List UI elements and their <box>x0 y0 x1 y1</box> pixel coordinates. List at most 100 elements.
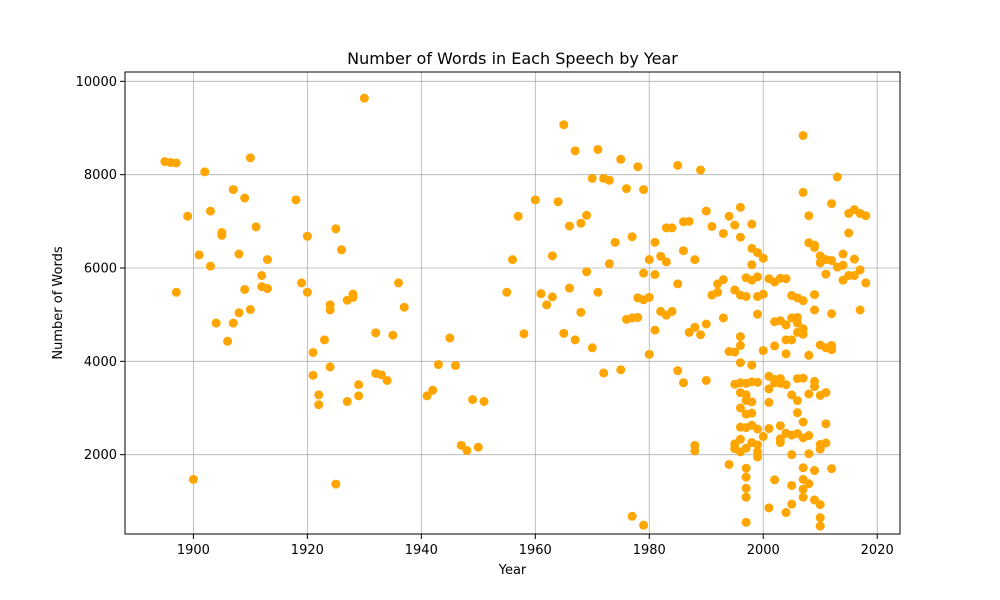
x-tick-label-3: 1960 <box>519 543 552 558</box>
data-points <box>160 93 871 531</box>
data-point <box>815 513 825 523</box>
data-point <box>690 322 700 332</box>
data-point <box>639 520 649 530</box>
data-point <box>644 255 654 265</box>
data-point <box>337 245 347 255</box>
x-tick-label-0: 1900 <box>177 543 210 558</box>
data-point <box>593 287 603 297</box>
data-point <box>513 211 523 221</box>
data-point <box>741 517 751 527</box>
data-point <box>211 318 221 328</box>
data-point <box>639 268 649 278</box>
data-point <box>240 193 250 203</box>
data-point <box>724 211 734 221</box>
data-point <box>587 173 597 183</box>
data-point <box>815 444 825 454</box>
data-point <box>627 511 637 521</box>
data-point <box>804 479 814 489</box>
data-point <box>781 508 791 518</box>
data-point <box>422 391 432 401</box>
data-point <box>388 330 398 340</box>
data-point <box>667 306 677 316</box>
data-point <box>753 424 763 434</box>
x-tick-label-5: 2000 <box>747 543 780 558</box>
data-point <box>382 375 392 385</box>
data-point <box>798 187 808 197</box>
data-point <box>376 370 386 380</box>
data-point <box>758 253 768 263</box>
data-point <box>798 130 808 140</box>
data-point <box>564 221 574 231</box>
data-point <box>582 210 592 220</box>
data-point <box>747 260 757 270</box>
data-point <box>610 237 620 247</box>
data-point <box>781 274 791 284</box>
data-point <box>604 259 614 269</box>
data-point <box>821 388 831 398</box>
data-point <box>205 206 215 216</box>
data-point <box>764 384 774 394</box>
data-point <box>730 220 740 230</box>
data-point <box>747 360 757 370</box>
data-point <box>234 249 244 259</box>
data-point <box>473 442 483 452</box>
data-point <box>701 375 711 385</box>
data-point <box>827 199 837 209</box>
data-point <box>462 445 472 455</box>
data-point <box>673 279 683 289</box>
data-point <box>673 366 683 376</box>
plot-frame <box>124 71 901 535</box>
data-point <box>519 329 529 339</box>
data-point <box>564 283 574 293</box>
data-point <box>342 396 352 406</box>
data-point <box>810 305 820 315</box>
data-point <box>667 223 677 233</box>
grid-lines <box>125 72 900 534</box>
data-point <box>553 197 563 207</box>
data-point <box>394 278 404 288</box>
data-point <box>188 474 198 484</box>
data-point <box>302 231 312 241</box>
data-point <box>849 254 859 264</box>
data-point <box>718 275 728 285</box>
data-point <box>753 272 763 282</box>
data-point <box>781 320 791 330</box>
data-point <box>348 292 358 302</box>
data-point <box>308 347 318 357</box>
data-point <box>838 249 848 259</box>
data-point <box>747 408 757 418</box>
data-point <box>798 484 808 494</box>
data-point <box>508 255 517 265</box>
data-point <box>291 195 301 205</box>
data-point <box>325 305 335 315</box>
data-point <box>696 330 706 340</box>
data-point <box>593 144 603 154</box>
data-point <box>644 349 654 359</box>
data-point <box>815 521 825 531</box>
data-point <box>171 158 181 168</box>
data-point <box>770 341 780 351</box>
data-point <box>804 211 814 221</box>
data-point <box>764 503 774 513</box>
y-tick-label-2: 6000 <box>84 262 117 277</box>
data-point <box>621 184 631 194</box>
data-point <box>673 160 683 170</box>
data-point <box>616 154 626 164</box>
data-point <box>428 385 438 395</box>
data-point <box>741 472 751 482</box>
data-point <box>815 500 825 510</box>
data-point <box>827 345 837 355</box>
data-point <box>810 242 820 252</box>
data-point <box>314 390 324 400</box>
y-tick-label-1: 4000 <box>84 355 117 370</box>
data-point <box>308 370 318 380</box>
data-point <box>781 380 791 390</box>
data-point <box>855 265 865 275</box>
data-point <box>331 224 341 234</box>
data-point <box>849 270 859 280</box>
data-point <box>701 319 711 329</box>
data-point <box>758 346 768 356</box>
data-point <box>861 278 871 288</box>
data-point <box>433 360 443 370</box>
data-point <box>792 408 802 418</box>
